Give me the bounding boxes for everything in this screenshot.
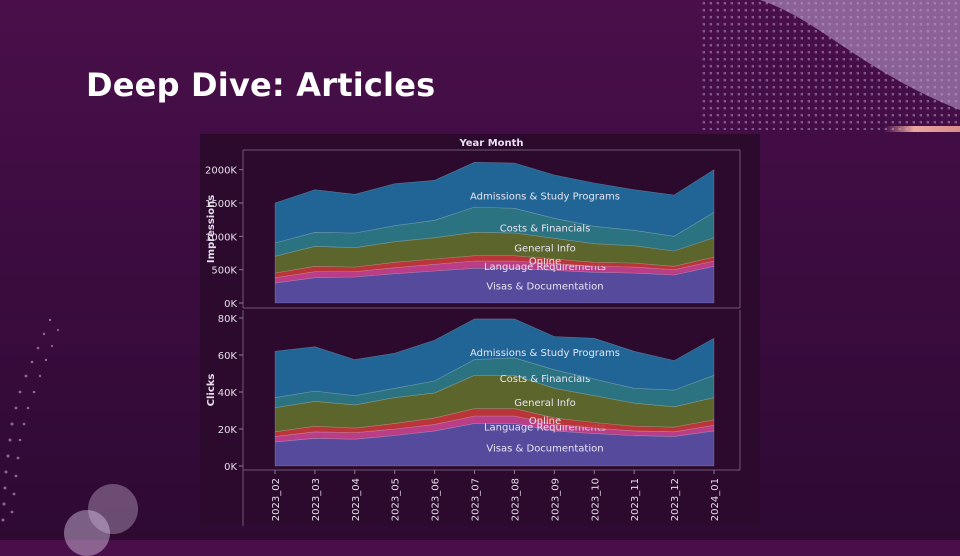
x-tick-label: 2024_01 (710, 478, 721, 521)
slide-title: Deep Dive: Articles (86, 66, 436, 104)
y-tick-label: 20K (218, 425, 238, 436)
series-label-costs-and-financials: Costs & Financials (500, 223, 591, 234)
x-tick-label: 2023_04 (351, 478, 362, 521)
y-tick-label: 60K (218, 351, 238, 362)
x-tick-label: 2023_11 (630, 478, 641, 521)
series-label-admissions-and-study-programs: Admissions & Study Programs (470, 192, 620, 203)
series-label-language-requirements: Language Requirements (484, 262, 606, 273)
decorative-circle-small (64, 510, 110, 556)
chart-svg: Year Month 0K 500K 1000K 1500K 2000K Impressio… (205, 138, 741, 526)
x-tick-label: 2023_06 (431, 478, 442, 521)
panel-impressions: 0K 500K 1000K 1500K 2000K Impressions Visas & … (205, 150, 741, 310)
y-tick-label: 1500K (205, 199, 237, 210)
area-admissions-and-study-programs (274, 161, 715, 244)
series-label-visas-and-documentation: Visas & Documentation (486, 443, 603, 454)
x-tick-label: 2023_09 (550, 478, 561, 521)
y-tick-label: 0K (224, 462, 237, 473)
series-label-visas-and-documentation: Visas & Documentation (486, 282, 603, 293)
bottom-left-dot-swirl (1, 318, 60, 522)
series-label-language-requirements: Language Requirements (484, 423, 606, 434)
top-right-dot-pattern (700, 0, 960, 130)
stacked-area-chart: Year Month 0K 500K 1000K 1500K 2000K Impressio… (200, 134, 760, 526)
x-tick-label: 2023_03 (311, 478, 322, 521)
x-tick-label: 2023_02 (271, 478, 282, 521)
y-tick-label: 80K (218, 314, 238, 325)
y-axis-label: Clicks (206, 374, 217, 407)
series-label-costs-and-financials: Costs & Financials (500, 374, 591, 385)
column-header-label: Year Month (458, 138, 523, 149)
x-tick-label: 2023_08 (510, 478, 521, 521)
panel-clicks: 0K 20K 40K 60K 80K Clicks Visas & Documentatio… (206, 310, 741, 473)
y-tick-label: 1000K (205, 232, 237, 243)
y-tick-label: 500K (211, 266, 237, 277)
y-axis-label: Impressions (206, 195, 217, 263)
series-label-general-info: General Info (514, 244, 576, 255)
series-label-admissions-and-study-programs: Admissions & Study Programs (470, 348, 620, 359)
y-tick-label: 0K (224, 299, 237, 310)
series-label-online: Online (529, 256, 561, 267)
area-admissions-and-study-programs (274, 318, 715, 398)
series-label-online: Online (529, 416, 561, 427)
x-tick-label: 2023_07 (471, 478, 482, 521)
x-tick-label: 2023_05 (391, 478, 402, 521)
x-tick-label: 2023_12 (670, 478, 681, 521)
decorative-circle-large (88, 484, 138, 534)
accent-bar (884, 126, 960, 132)
series-label-general-info: General Info (514, 398, 576, 409)
x-tick-label: 2023_10 (590, 478, 601, 521)
y-tick-label: 2000K (205, 166, 237, 177)
y-tick-label: 40K (218, 388, 238, 399)
